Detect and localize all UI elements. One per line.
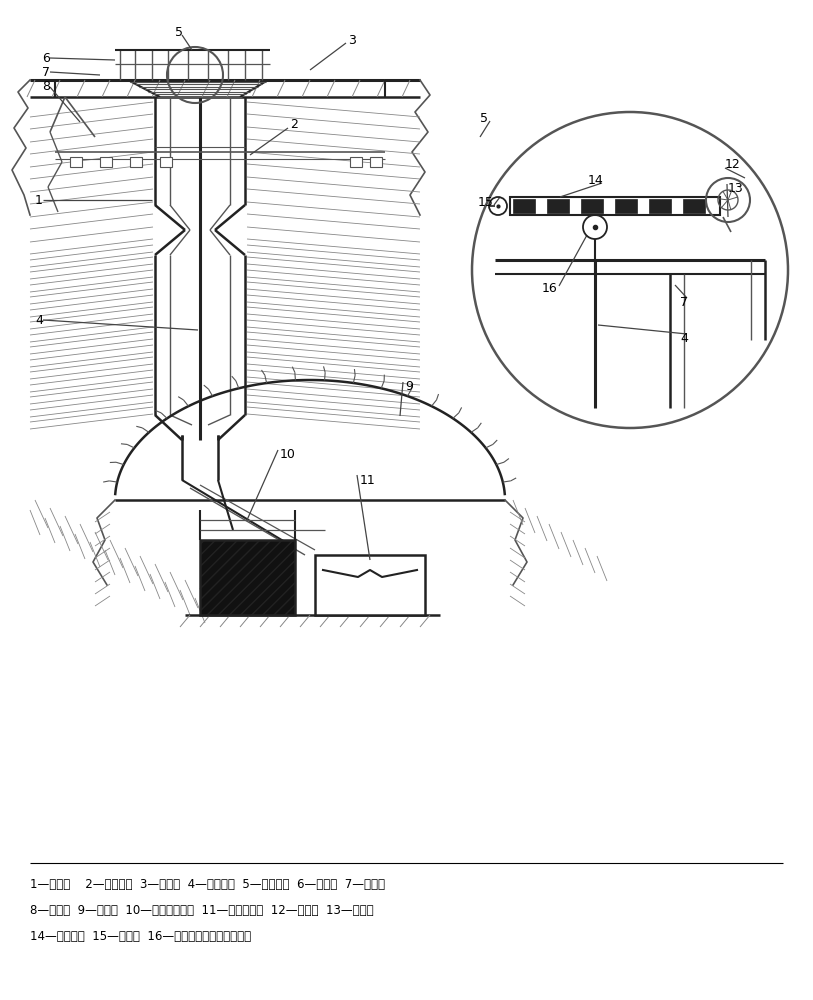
Text: 10: 10 [280, 448, 296, 462]
Bar [615, 199, 637, 213]
Bar [200, 540, 295, 615]
Text: 15: 15 [478, 196, 493, 209]
Text: 5: 5 [480, 111, 488, 124]
Bar [649, 199, 671, 213]
Text: 8: 8 [42, 81, 50, 94]
Text: 2: 2 [290, 118, 298, 131]
Text: 7: 7 [42, 66, 50, 79]
Text: 3: 3 [348, 33, 356, 46]
Text: 7: 7 [680, 296, 688, 308]
Bar [350, 157, 362, 167]
Bar [160, 157, 172, 167]
Text: 11: 11 [360, 474, 376, 487]
Bar [315, 555, 425, 615]
Bar [100, 157, 112, 167]
Bar [581, 199, 603, 213]
Bar [510, 197, 720, 215]
Text: 1: 1 [35, 194, 43, 207]
Text: 6: 6 [42, 51, 50, 64]
Text: 4: 4 [680, 332, 688, 344]
Bar [683, 199, 705, 213]
Bar [547, 199, 569, 213]
Text: 8—支架，  9—胶带卷  10—下部放矿机，  11—下部胶带，  12—电动机  13—曲轴，: 8—支架， 9—胶带卷 10—下部放矿机， 11—下部胶带， 12—电动机 13… [30, 904, 374, 918]
Text: 14: 14 [588, 174, 604, 186]
Text: 13: 13 [728, 182, 744, 194]
Text: 5: 5 [175, 25, 183, 38]
Text: 9: 9 [405, 379, 413, 392]
Text: 4: 4 [35, 314, 43, 326]
Bar [70, 157, 82, 167]
Bar [370, 157, 382, 167]
Bar [130, 157, 142, 167]
Bar [513, 199, 535, 213]
Text: 1—溥井，    2—拦水沟，  3—巧道，  4—振动杆，  5—振动台，  6—栏桥，  7—平台，: 1—溥井， 2—拦水沟， 3—巧道， 4—振动杆， 5—振动台， 6—栏桥， 7… [30, 879, 385, 892]
Text: 14—振动板，  15—弹簧，  16—振动台与振动杆连接装置: 14—振动板， 15—弹簧， 16—振动台与振动杆连接装置 [30, 930, 251, 944]
Text: 16: 16 [542, 282, 558, 294]
Text: 12: 12 [725, 158, 741, 172]
